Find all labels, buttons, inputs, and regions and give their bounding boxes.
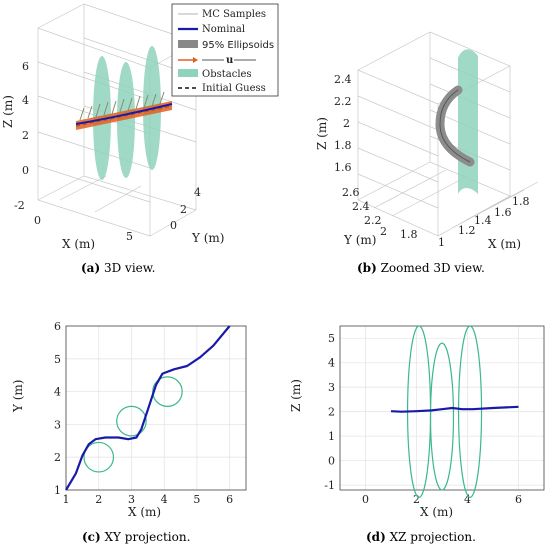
panel-d-obstacle [457,325,483,498]
panel-d-obstacle [429,342,455,491]
panel-d-xtick-label: 4 [464,493,471,506]
legend-box [171,3,279,97]
panel-d-ytick-label: 2 [328,406,335,419]
panel-b-ztick: 2 [343,117,350,130]
panel-d-ytick-label: 1 [328,430,335,443]
panel-a-obstacle [117,62,135,178]
panel-d-xlabel: X (m) [420,505,453,519]
panel-b-ztick: 2.2 [334,95,352,108]
legend-label-nominal: Nominal [202,24,245,35]
panel-b-nominal-path [439,89,471,163]
panel-c-obstacle [116,405,147,437]
panel-c: Y (m) X (m) 1 2 3 4 5 6 1 2 3 4 5 6 [11,320,247,519]
panel-b-ztick: 2.4 [334,73,352,86]
legend-swatch-u-head [193,57,198,63]
panel-b-xlabel: X (m) [488,237,521,251]
panel-a-ylabel: Y (m) [191,231,224,245]
panel-c-ytick-label: 3 [54,418,61,431]
panel-b-ytick: 2.2 [364,214,382,227]
panel-a-ytick: 4 [194,186,201,199]
panel-c-xlabel: X (m) [128,505,161,519]
panel-c-ytick-label: 4 [54,386,61,399]
panel-b-ytick: 2 [380,225,387,238]
legend-label-ellipsoids: 95% Ellipsoids [202,40,274,51]
panel-d-caption: (d) XZ projection. [366,530,476,544]
panel-a-ytick: 0 [170,219,177,232]
panel-c-axes-frame [65,325,247,491]
panel-c-xtick-label: 6 [226,493,233,506]
panel-a-box [37,3,197,237]
panel-b: 2.4 2.2 2 1.8 1.6 2.6 2.4 2.2 2 1.8 1 1.… [315,31,539,251]
panel-c-ytick-label: 2 [54,451,61,464]
panel-a-xtick: 0 [34,214,41,227]
panel-d-ytick-label: 5 [328,332,335,345]
panel-c-caption-text: XY projection. [105,530,191,544]
panel-c-xtick-label: 1 [63,493,70,506]
panel-d-xtick-label: 2 [413,493,420,506]
panel-a-zlabel: Z (m) [1,95,15,128]
panel-a-caption-text: 3D view. [104,261,155,275]
panel-a-nominal-path [75,103,173,125]
panel-d-caption-text: XZ projection. [390,530,476,544]
panel-c-xtick-label: 2 [95,493,102,506]
panel-a-xtick: 5 [126,230,133,243]
panel-b-ylabel: Y (m) [343,233,376,247]
panel-d: Z (m) X (m) 0 2 4 6 -1 0 1 2 3 4 5 [289,325,545,519]
panel-b-ytick: 1.8 [400,228,418,241]
panel-c-nominal-path [65,325,231,491]
panel-d-ytick-label: 4 [328,357,335,370]
panel-d-xtick-label: 0 [362,493,369,506]
panel-c-obstacle [83,441,115,473]
panel-a-xlabel: X (m) [62,237,95,251]
panel-b-ytick: 2.4 [352,200,370,213]
panel-b-xtick: 1.4 [474,214,492,227]
panel-a-ztick: 4 [22,94,29,107]
panel-c-ytick-label: 6 [54,320,61,333]
panel-d-ytick-label: 3 [328,381,335,394]
panel-b-obstacle [458,49,478,194]
panel-a-ztick: 6 [22,60,29,73]
panel-a-ztick: 2 [22,129,29,142]
panel-b-ztick: 1.6 [334,161,352,174]
legend-swatch-ellipsoids [178,40,198,48]
panel-b-xtick: 1.6 [494,206,512,219]
panel-d-xtick-label: 6 [515,493,522,506]
panel-d-caption-tag: (d) [366,530,386,544]
panel-b-caption-tag: (b) [357,261,377,275]
panel-d-ytick-label: 0 [328,455,335,468]
panel-a-ytick: 2 [180,203,187,216]
panel-b-zlabel: Z (m) [315,117,329,150]
panel-c-ytick-label: 5 [54,353,61,366]
panel-a: 6 4 2 0 -2 0 5 0 2 4 Z (m) X (m) Y (m) [1,3,224,251]
panel-c-xtick-label: 3 [128,493,135,506]
legend: MC Samples Nominal 95% Ellipsoids u Obst… [171,3,279,97]
panel-d-ytick-label: -1 [324,479,335,492]
panel-c-xtick-label: 5 [193,493,200,506]
panel-c-ytick-label: 1 [54,484,61,497]
panel-b-ytick: 2.6 [342,186,360,199]
panel-d-nominal-path [390,405,519,413]
panel-d-ylabel: Z (m) [289,379,303,412]
panel-b-xtick: 1 [438,236,445,249]
panel-c-caption: (c) XY projection. [82,530,190,544]
panel-b-ztick: 1.8 [334,139,352,152]
panel-a-caption-tag: (a) [81,261,100,275]
panel-c-caption-tag: (c) [82,530,101,544]
legend-label-mc: MC Samples [202,9,266,20]
panel-b-caption-text: Zoomed 3D view. [381,261,485,275]
panel-b-caption: (b) Zoomed 3D view. [357,261,485,275]
legend-label-obstacles: Obstacles [202,69,252,80]
panel-c-xtick-label: 4 [161,493,168,506]
panel-a-ztick: -2 [14,199,25,212]
legend-swatch-obstacles [178,69,198,77]
panel-c-ylabel: Y (m) [11,380,25,413]
panel-b-xtick: 1.2 [458,224,476,237]
legend-label-u: u [226,55,233,66]
panel-a-ztick: 0 [22,164,29,177]
panel-b-xtick: 1.8 [512,195,530,208]
legend-label-initial-guess: Initial Guess [202,83,266,94]
panel-a-caption: (a) 3D view. [81,261,155,275]
